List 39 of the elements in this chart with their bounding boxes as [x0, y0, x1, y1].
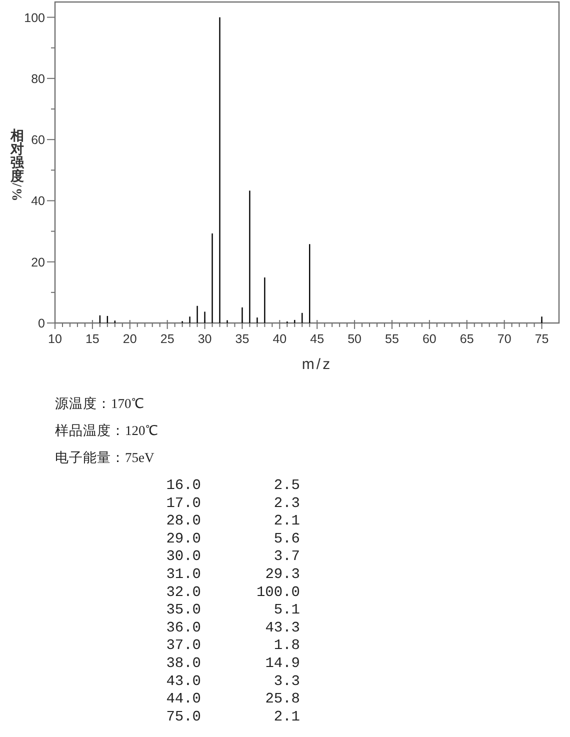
x-tick-label: 40: [272, 332, 287, 346]
x-tick-label: 10: [48, 332, 62, 346]
text: 16.0 2.5: [166, 478, 300, 494]
text: 44.0 25.8: [166, 692, 300, 708]
y-tick-label: 60: [31, 133, 46, 148]
x-tick-label: 45: [310, 332, 324, 346]
text: 30.0 3.7: [166, 549, 300, 566]
x-tick-label: 60: [422, 332, 436, 346]
text: 28.0 2.1: [166, 514, 300, 530]
text: 17.0 2.3: [166, 496, 300, 512]
x-tick-label: 50: [348, 332, 362, 346]
text: 29.0 5.6: [166, 531, 300, 548]
text: 36.0 43.3: [166, 620, 300, 636]
x-tick-label: 55: [385, 332, 399, 346]
text: 32.0 100.0: [166, 584, 300, 601]
y-tick-label: 100: [24, 10, 46, 25]
text: 38.0 14.9: [166, 656, 300, 672]
text: 31.0 29.3: [166, 567, 300, 583]
text: 源温度：170℃: [55, 396, 144, 411]
x-tick-label: 35: [235, 332, 250, 346]
y-tick-label: 40: [31, 194, 46, 208]
x-tick-label: 65: [460, 332, 474, 346]
text: 37.0 1.8: [166, 638, 300, 654]
y-tick-label: 80: [31, 72, 46, 86]
text: 43.0 3.3: [166, 674, 300, 690]
x-tick-label: 25: [160, 332, 174, 346]
x-axis-title: m/z: [302, 356, 332, 373]
text: 电子能量：75eV: [55, 450, 154, 465]
text: 35.0 5.1: [166, 602, 300, 619]
x-tick-label: 30: [198, 332, 212, 346]
x-tick-label: 70: [497, 332, 512, 346]
x-tick-label: 75: [534, 332, 549, 346]
y-tick-label: 0: [38, 316, 46, 330]
y-tick-label: 20: [31, 255, 46, 270]
text: 75.0 2.1: [166, 709, 300, 726]
x-tick-label: 20: [122, 332, 137, 346]
x-tick-label: 15: [85, 332, 100, 346]
text: 样品温度：120℃: [55, 423, 158, 438]
y-axis-title: 相对强度/%: [9, 128, 26, 202]
